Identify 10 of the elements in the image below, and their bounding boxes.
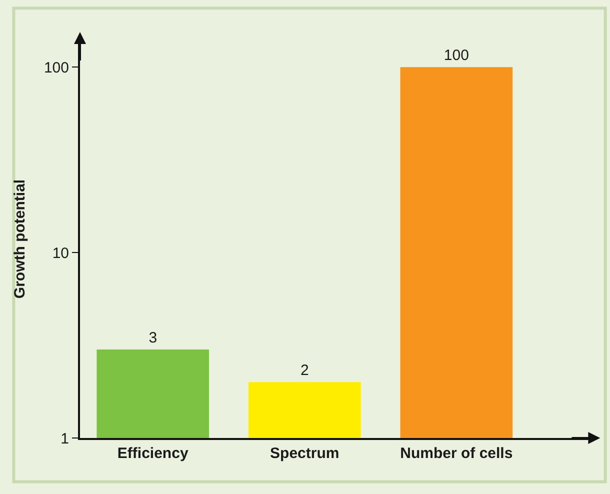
y-tick-label: 10 bbox=[52, 244, 69, 262]
x-tick-label: Efficiency bbox=[117, 445, 189, 462]
x-tick-label: Spectrum bbox=[270, 445, 340, 462]
y-tick-label: 1 bbox=[60, 430, 69, 448]
y-axis-title: Growth potential bbox=[12, 179, 29, 299]
data-label: 100 bbox=[444, 47, 469, 64]
data-label: 3 bbox=[148, 330, 158, 347]
data-label: 2 bbox=[300, 362, 309, 380]
x-tick-label: Number of cells bbox=[400, 445, 513, 462]
y-tick-label: 100 bbox=[44, 59, 69, 76]
